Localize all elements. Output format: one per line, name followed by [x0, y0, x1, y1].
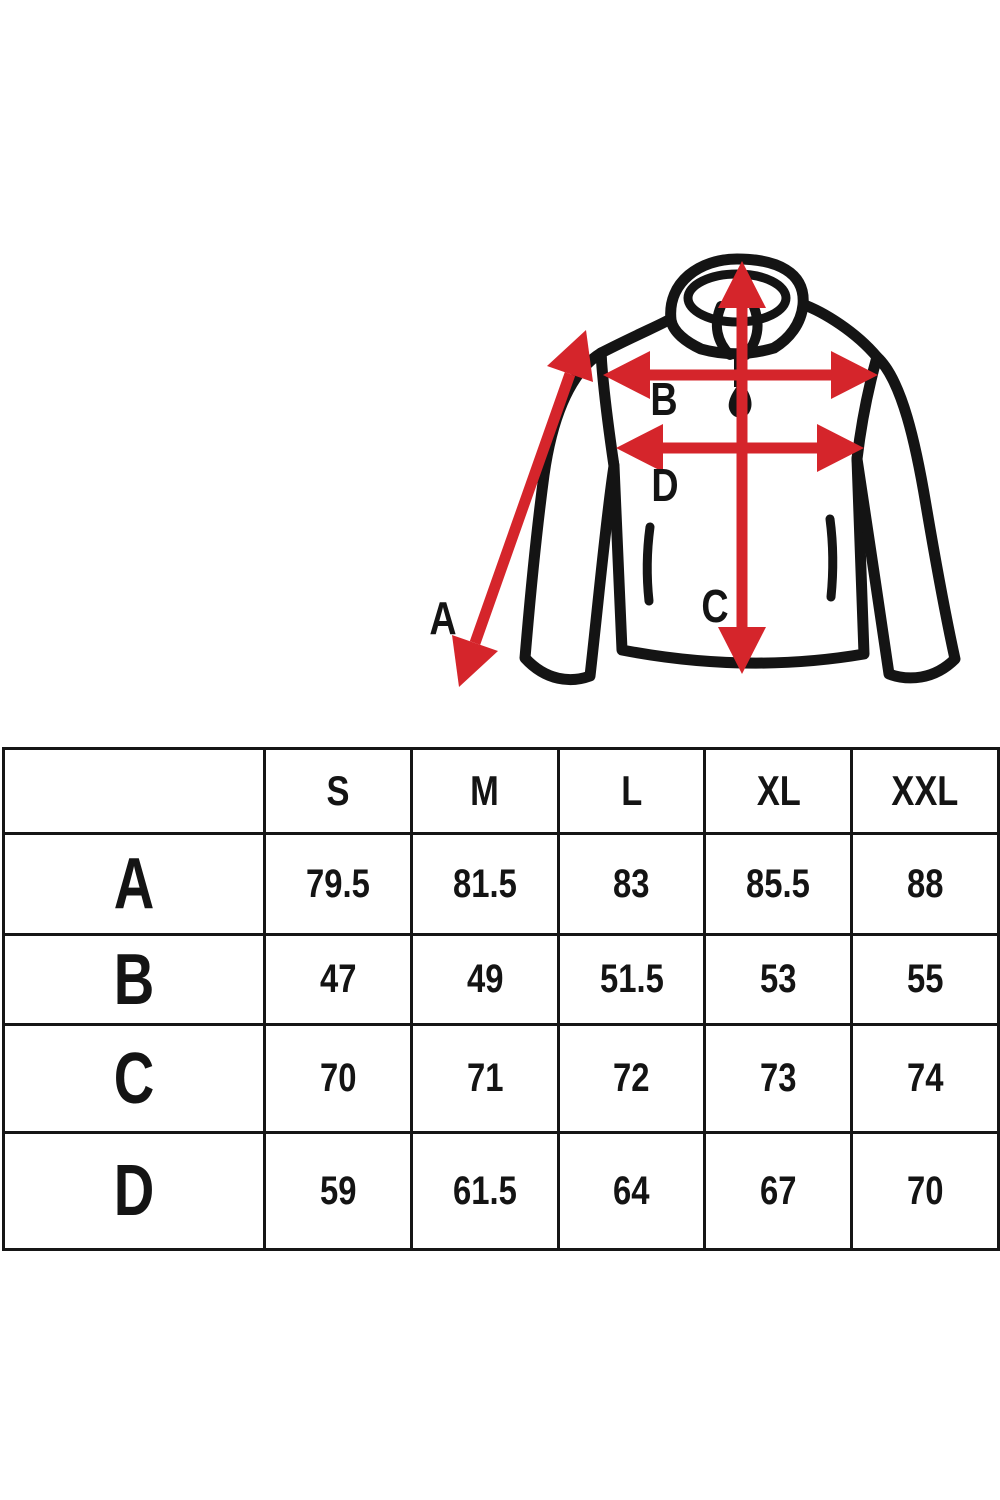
table-row: A 79.5 81.5 83 85.5 88: [1, 832, 1000, 936]
jacket-measurement-diagram: A B C D: [429, 253, 961, 687]
measurement-arrow-d: [616, 424, 864, 472]
diagram-label-b: B: [650, 373, 677, 424]
cell-b-m: 49: [409, 933, 560, 1026]
cell-a-xxl: 88: [850, 832, 1000, 936]
right-pocket-slit: [825, 514, 838, 602]
table-row: C 70 71 72 73 74: [1, 1023, 1000, 1134]
col-header-xl: XL: [703, 747, 854, 835]
row-label-b: B: [1, 933, 267, 1026]
cell-a-l: 83: [556, 832, 707, 936]
table-row: D 59 61.5 64 67 70: [1, 1131, 1000, 1251]
jacket-left-sleeve: [519, 347, 620, 686]
diagram-label-c: C: [701, 580, 728, 631]
cell-c-l: 72: [556, 1023, 707, 1134]
row-label-c: C: [1, 1023, 267, 1134]
cell-b-l: 51.5: [556, 933, 707, 1026]
cell-d-l: 64: [556, 1131, 707, 1251]
table-row: B 47 49 51.5 53 55: [1, 933, 1000, 1026]
diagram-label-d: D: [651, 459, 678, 510]
cell-b-s: 47: [263, 933, 413, 1026]
measurement-arrow-a: [452, 330, 593, 687]
col-header-m: M: [409, 747, 560, 835]
left-pocket-slit: [642, 522, 655, 606]
col-header-l: L: [556, 747, 707, 835]
jacket-right-sleeve: [851, 351, 961, 684]
cell-d-xl: 67: [703, 1131, 854, 1251]
size-measurements-table: S M L XL XXL A 79.5 81.5 83 85.5 88 B 47…: [1, 747, 1000, 1251]
cell-c-m: 71: [409, 1023, 560, 1134]
cell-c-s: 70: [263, 1023, 413, 1134]
diagram-label-a: A: [429, 592, 456, 643]
cell-a-s: 79.5: [263, 832, 413, 936]
cell-a-xl: 85.5: [703, 832, 854, 936]
col-header-xxl: XXL: [850, 747, 1000, 835]
cell-b-xxl: 55: [850, 933, 1000, 1026]
row-label-d: D: [1, 1131, 267, 1251]
cell-d-m: 61.5: [409, 1131, 560, 1251]
cell-c-xl: 73: [703, 1023, 854, 1134]
corner-cell: [1, 747, 267, 835]
cell-b-xl: 53: [703, 933, 854, 1026]
row-label-a: A: [1, 832, 267, 936]
table-header-row: S M L XL XXL: [1, 747, 1000, 835]
measurement-arrow-c: [718, 261, 766, 674]
cell-c-xxl: 74: [850, 1023, 1000, 1134]
col-header-s: S: [263, 747, 413, 835]
cell-d-s: 59: [263, 1131, 413, 1251]
cell-a-m: 81.5: [409, 832, 560, 936]
cell-d-xxl: 70: [850, 1131, 1000, 1251]
collar-right-flap: [741, 302, 763, 360]
collar-left-flap: [711, 301, 735, 360]
